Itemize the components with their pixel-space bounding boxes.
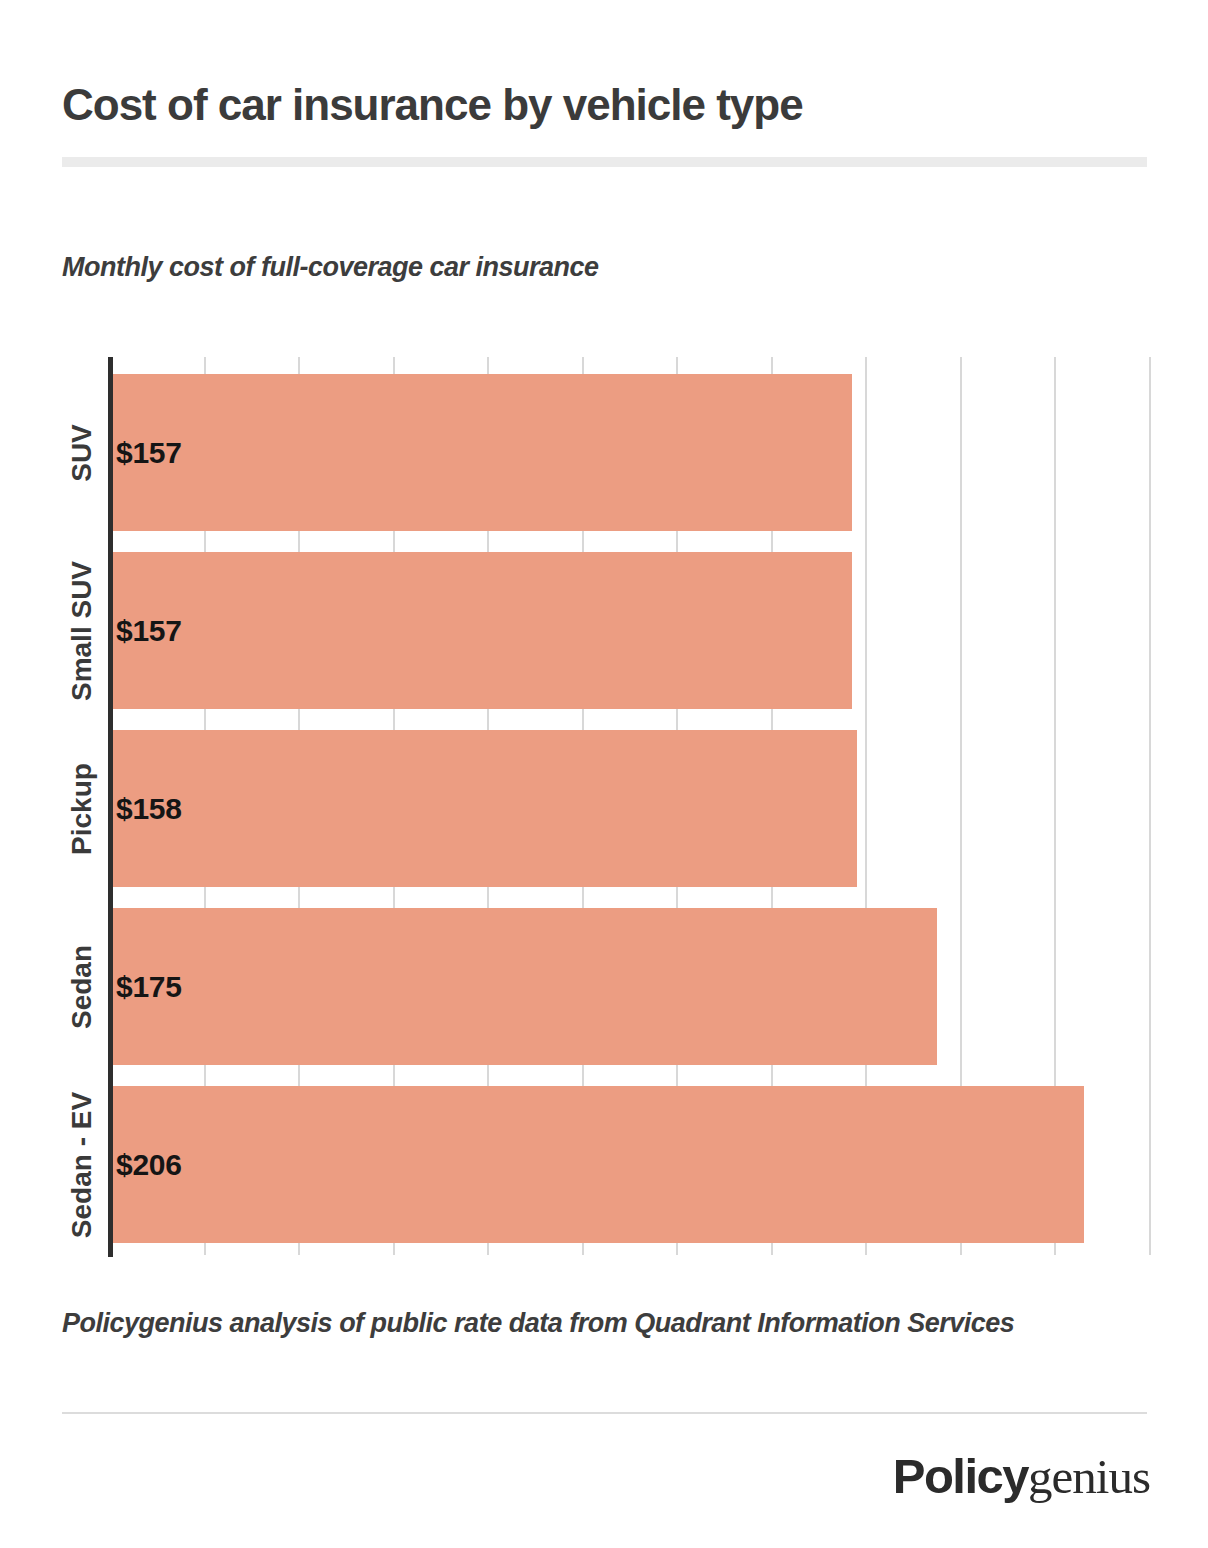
category-label: Small SUV (66, 560, 98, 700)
bar-value-label: $157 (116, 614, 182, 648)
bar-pickup (113, 730, 857, 887)
source-note: Policygenius analysis of public rate dat… (62, 1308, 1014, 1339)
category-label: Sedan (66, 944, 98, 1028)
bar-sedan (113, 908, 937, 1065)
logo-text-policy: Policy (893, 1449, 1028, 1503)
page-title: Cost of car insurance by vehicle type (62, 80, 803, 131)
footer-divider (62, 1412, 1147, 1414)
bar-small-suv (113, 552, 852, 709)
logo-text-genius: genius (1028, 1449, 1150, 1504)
chart-subtitle: Monthly cost of full-coverage car insura… (62, 252, 599, 283)
bar-value-label: $157 (116, 436, 182, 470)
bar-value-label: $175 (116, 970, 182, 1004)
bar-sedan-ev (113, 1086, 1084, 1243)
gridline (1149, 357, 1151, 1255)
category-label: SUV (66, 424, 98, 482)
infographic-page: Cost of car insurance by vehicle type Mo… (0, 0, 1208, 1548)
category-label: Sedan - EV (66, 1091, 98, 1237)
category-label: Pickup (66, 763, 98, 855)
policygenius-logo: Policygenius (893, 1450, 1150, 1504)
bar-value-label: $158 (116, 792, 182, 826)
title-divider (62, 157, 1147, 167)
bar-value-label: $206 (116, 1148, 182, 1182)
bar-chart: $157 SUV $157 Small SUV $158 Pickup $175 Sedan $… (0, 357, 1208, 1257)
bar-suv (113, 374, 852, 531)
